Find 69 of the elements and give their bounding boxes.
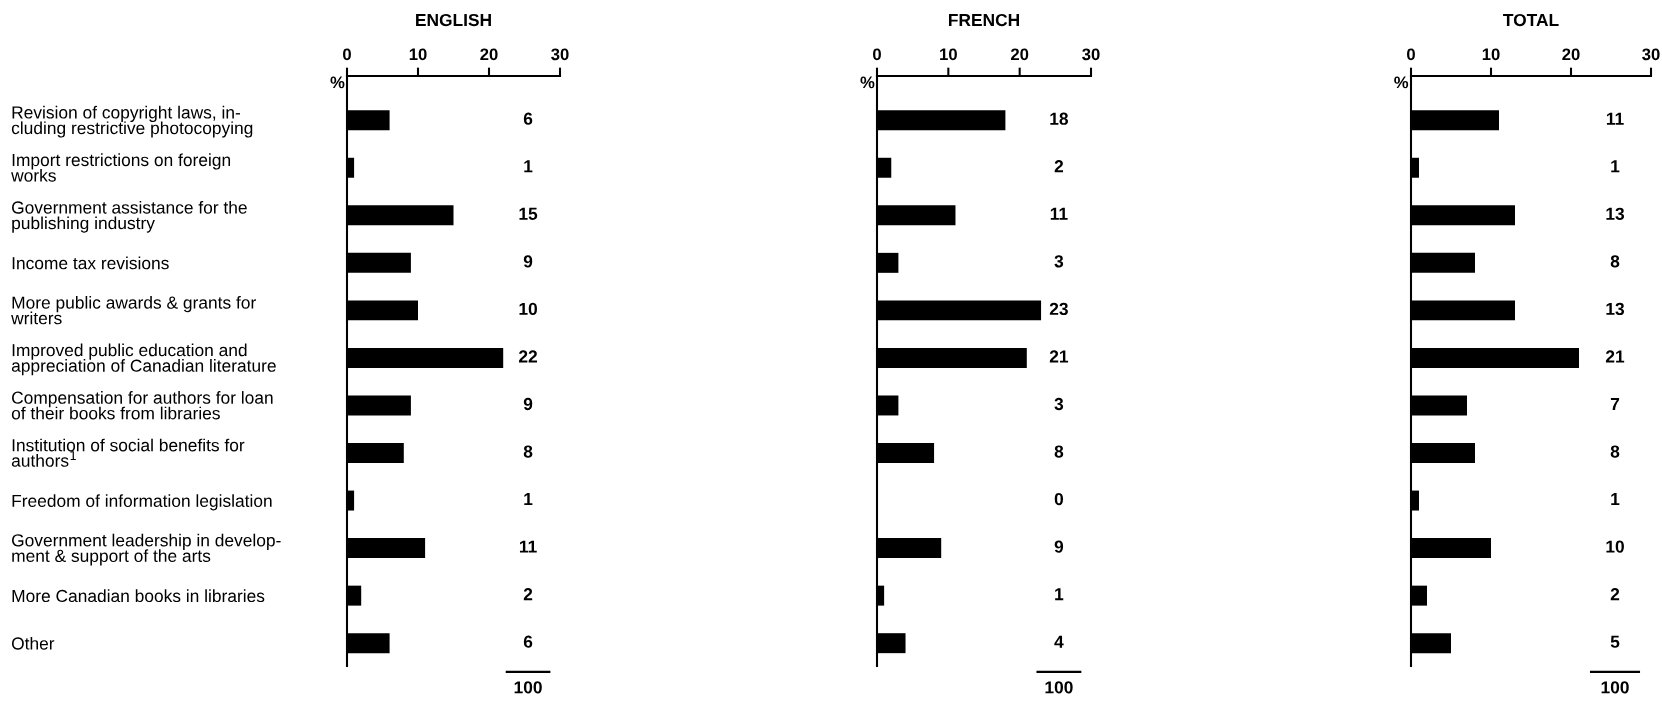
data-label: 0 xyxy=(1054,492,1064,506)
data-label: 5 xyxy=(1610,635,1620,648)
y-tick-label: More Canadian books in libraries xyxy=(12,589,265,603)
data-label: 6 xyxy=(523,635,533,648)
chart-title: TOTAL xyxy=(1503,13,1559,27)
data-label: 13 xyxy=(1606,207,1625,220)
data-label: 9 xyxy=(1054,540,1064,553)
data-label: 23 xyxy=(1049,302,1068,316)
x-axis-title: % xyxy=(860,76,875,89)
data-label: 3 xyxy=(1054,397,1064,411)
y-tick-label: Compensation for authors for loan of their books from libraries xyxy=(11,391,273,420)
data-label: 8 xyxy=(1610,445,1620,458)
y-tick-label: Freedom of information legislation xyxy=(12,494,272,511)
data-label: 10 xyxy=(519,302,537,316)
y-tick-label: Government leadership in develop- ment & support of the arts xyxy=(12,533,281,566)
data-label: 13 xyxy=(1606,302,1625,316)
y-tick-label: Government assistance for the publishing industry xyxy=(12,200,247,233)
y-tick-label: Institution of social benefits for authors$^{1}$ xyxy=(11,438,245,467)
x-tick-label: 0 xyxy=(343,48,351,61)
x-tick-label: 0 xyxy=(873,48,881,61)
x-tick-label: 20 xyxy=(1562,48,1580,61)
data-label: 2 xyxy=(1610,588,1620,601)
data-label: 11 xyxy=(519,540,537,553)
data-label: 2 xyxy=(1054,160,1064,173)
x-tick-label: 20 xyxy=(480,48,498,61)
data-label: 1 xyxy=(1055,588,1064,601)
x-tick-label: 10 xyxy=(1482,48,1500,61)
text: 100 xyxy=(1045,681,1073,694)
y-tick-label: Revision of copyright laws, in- cluding restrictive photocopying xyxy=(11,105,253,138)
data-label: 18 xyxy=(1050,112,1069,125)
data-label: 9 xyxy=(523,397,533,411)
data-label: 7 xyxy=(1610,398,1620,410)
data-label: 21 xyxy=(1049,350,1069,363)
data-label: 9 xyxy=(523,255,533,268)
data-label: 11 xyxy=(1606,112,1624,125)
x-tick-label: 10 xyxy=(409,48,427,61)
y-tick-label: More public awards & grants for writers xyxy=(11,296,256,325)
chart-title: ENGLISH xyxy=(416,13,491,27)
y-tick-label: Other xyxy=(11,636,55,650)
data-label: 1 xyxy=(1611,493,1620,506)
data-label: 8 xyxy=(1610,255,1620,268)
data-label: 2 xyxy=(523,588,533,601)
x-axis-title: % xyxy=(1394,76,1409,89)
x-tick-label: 30 xyxy=(1082,48,1100,61)
y-tick-label: Improved public education and appreciation of Canadian literature xyxy=(11,343,276,376)
x-tick-label: 20 xyxy=(1010,48,1029,61)
data-label: 10 xyxy=(1606,540,1624,553)
chart-title: FRENCH xyxy=(948,13,1019,27)
data-label: 15 xyxy=(519,207,538,220)
data-label: 22 xyxy=(519,350,538,363)
data-label: 21 xyxy=(1605,350,1625,363)
data-label: 1 xyxy=(1611,160,1620,173)
data-label: 8 xyxy=(1054,445,1064,458)
y-tick-label: Import restrictions on foreign works xyxy=(11,153,231,182)
data-label: 1 xyxy=(524,493,533,506)
data-label: 8 xyxy=(523,445,533,458)
x-tick-label: 0 xyxy=(1407,48,1415,61)
x-tick-label: 30 xyxy=(1642,48,1660,61)
x-tick-label: 30 xyxy=(551,48,569,61)
x-tick-label: 10 xyxy=(940,48,957,61)
data-label: 1 xyxy=(524,160,533,173)
data-label: 6 xyxy=(523,112,533,125)
text: 100 xyxy=(514,681,542,694)
text: 100 xyxy=(1601,681,1629,694)
y-tick-label: Income tax revisions xyxy=(12,256,169,270)
data-label: 11 xyxy=(1050,207,1068,220)
data-label: 3 xyxy=(1054,255,1064,268)
x-axis-title: % xyxy=(330,76,345,89)
data-label: 4 xyxy=(1054,635,1064,648)
